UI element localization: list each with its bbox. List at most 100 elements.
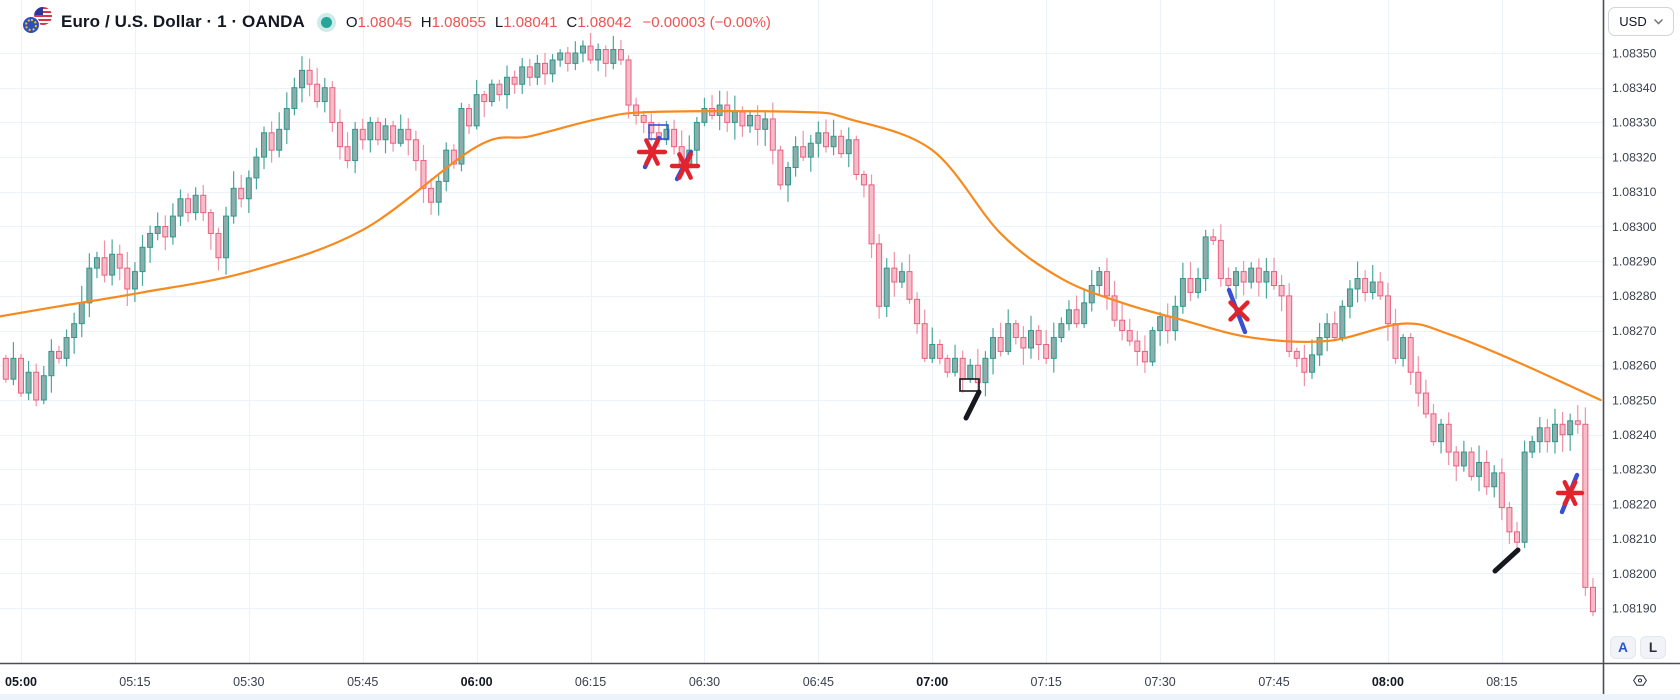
candle: [192, 187, 199, 221]
candle: [488, 79, 495, 107]
candle: [223, 206, 230, 275]
candle: [1589, 578, 1596, 617]
candle: [200, 184, 207, 222]
price-axis-label: 1.08300: [1612, 220, 1657, 234]
time-axis-label: 07:15: [1031, 675, 1062, 689]
candle: [139, 234, 146, 286]
time-axis-label: 08:15: [1486, 675, 1517, 689]
candle: [1483, 450, 1490, 495]
candle: [1240, 260, 1247, 296]
time-axis-label: 06:45: [803, 675, 834, 689]
candle: [78, 285, 85, 338]
low-label: L: [494, 13, 504, 31]
candle: [541, 52, 548, 85]
candle: [762, 111, 769, 146]
candle: [291, 77, 298, 116]
candle: [1339, 300, 1346, 342]
candle: [374, 117, 381, 146]
time-axis-label: 06:00: [461, 675, 493, 689]
drawing-markers[interactable]: [636, 124, 1585, 574]
candle: [169, 203, 176, 245]
candle: [1362, 270, 1369, 302]
candle: [671, 119, 678, 155]
candle: [382, 118, 389, 154]
candle: [610, 35, 617, 70]
price-axis-label: 1.08260: [1612, 359, 1657, 373]
candle: [602, 45, 609, 77]
candle: [10, 342, 17, 386]
candle: [526, 58, 533, 87]
price-axis-label: 1.08340: [1612, 81, 1657, 95]
candle: [2, 354, 9, 383]
candle: [466, 103, 473, 134]
price-axis[interactable]: 1.08350 1.08340 1.08330 1.08320 1.08310 1.083…: [1612, 46, 1657, 615]
candle: [891, 251, 898, 297]
time-axis[interactable]: 05:00 05:15 05:30 05:45 06:00 06:15 06:30 06:45…: [5, 675, 1518, 689]
session-settings-button[interactable]: [1626, 670, 1654, 690]
candle: [450, 144, 457, 169]
candle: [1103, 258, 1110, 310]
log-scale-button[interactable]: L: [1640, 636, 1666, 659]
candle: [1081, 288, 1088, 328]
candle: [1316, 322, 1323, 366]
candle: [207, 209, 214, 250]
candle: [1582, 407, 1589, 596]
candle: [936, 339, 943, 365]
candle: [1514, 521, 1521, 549]
market-status-icon[interactable]: [320, 16, 332, 28]
price-axis-label: 1.08330: [1612, 116, 1657, 130]
black-slash-marker[interactable]: [963, 389, 982, 421]
candle: [519, 58, 526, 95]
price-axis-label: 1.08270: [1612, 324, 1657, 338]
black-box-marker[interactable]: [959, 378, 980, 392]
price-axis-label: 1.08190: [1612, 602, 1657, 616]
open-value: 1.08045: [357, 13, 412, 31]
candle: [177, 189, 184, 226]
candle: [473, 79, 480, 130]
candle: [147, 225, 154, 263]
candle: [154, 212, 161, 241]
candle: [1498, 458, 1505, 521]
ma-line[interactable]: [0, 110, 1602, 402]
candle: [1476, 445, 1483, 492]
price-axis-label: 1.08230: [1612, 463, 1657, 477]
candlesticks: [2, 32, 1596, 617]
symbol-title[interactable]: Euro / U.S. Dollar · 1 · OANDA: [61, 12, 305, 31]
candle: [230, 171, 237, 224]
candle: [18, 354, 24, 397]
candle: [914, 292, 921, 334]
candle: [807, 134, 814, 172]
candle: [1293, 347, 1300, 367]
candle: [1331, 311, 1338, 342]
symbol-legend[interactable]: Euro / U.S. Dollar · 1 · OANDA O1.08045 …: [22, 7, 771, 37]
candle: [306, 58, 313, 97]
currency-label: USD: [1619, 14, 1647, 29]
candle: [1415, 356, 1422, 407]
eurusd-flag-icon: [22, 7, 54, 37]
candle: [845, 127, 852, 168]
candle: [1073, 295, 1080, 328]
candle: [268, 121, 275, 163]
black-slash-marker[interactable]: [1492, 547, 1521, 574]
candle: [1202, 229, 1209, 292]
candle: [792, 136, 799, 177]
candle: [1392, 308, 1399, 364]
currency-dropdown[interactable]: USD: [1608, 7, 1674, 36]
candle: [906, 254, 913, 304]
candle: [1164, 303, 1171, 344]
candle: [1407, 332, 1414, 385]
candle: [458, 102, 465, 172]
candle: [352, 121, 359, 174]
price-axis-label: 1.08240: [1612, 428, 1657, 442]
candle: [1119, 303, 1126, 341]
auto-scale-button[interactable]: A: [1610, 636, 1636, 659]
candle: [1521, 440, 1528, 549]
candle: [1179, 262, 1186, 314]
candle: [1445, 412, 1452, 466]
candle: [48, 339, 55, 393]
candle: [63, 329, 70, 367]
candle: [1544, 419, 1551, 453]
candle: [124, 251, 131, 307]
candle: [1400, 334, 1407, 367]
